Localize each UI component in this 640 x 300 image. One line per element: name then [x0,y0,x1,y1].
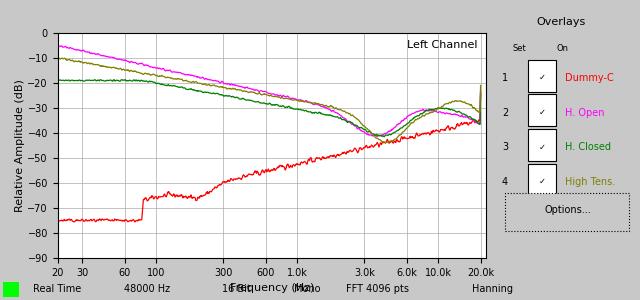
Text: Set: Set [513,44,527,53]
Text: FFT 4096 pts: FFT 4096 pts [346,284,409,295]
Text: On: On [557,44,569,53]
Text: 3: 3 [502,142,508,152]
Text: Dummy-C: Dummy-C [565,73,614,83]
Text: 2: 2 [502,108,508,118]
Bar [3,282,19,297]
FancyBboxPatch shape [528,60,556,92]
Y-axis label: Relative Amplitude (dB): Relative Amplitude (dB) [15,79,24,212]
Text: H. Closed: H. Closed [565,142,611,152]
Text: Mono: Mono [294,284,321,295]
Text: 4: 4 [502,177,508,187]
Text: Left Channel: Left Channel [407,40,478,50]
Text: High Tens.: High Tens. [565,177,616,187]
Text: Hanning: Hanning [472,284,513,295]
FancyBboxPatch shape [528,94,556,127]
Text: ✓: ✓ [538,108,545,117]
Text: 1: 1 [502,73,508,83]
FancyBboxPatch shape [528,164,556,196]
Text: ✓: ✓ [538,73,545,82]
X-axis label: Frequency (Hz): Frequency (Hz) [230,283,314,293]
Text: Overlays: Overlays [536,17,586,27]
FancyBboxPatch shape [505,193,628,231]
Text: 16 Bit: 16 Bit [223,284,251,295]
Text: ✓: ✓ [538,142,545,152]
FancyBboxPatch shape [528,129,556,161]
Text: Options...: Options... [545,205,591,215]
Text: ✓: ✓ [538,177,545,186]
Text: Real Time: Real Time [33,284,82,295]
Text: 48000 Hz: 48000 Hz [124,284,170,295]
Text: H. Open: H. Open [565,108,605,118]
